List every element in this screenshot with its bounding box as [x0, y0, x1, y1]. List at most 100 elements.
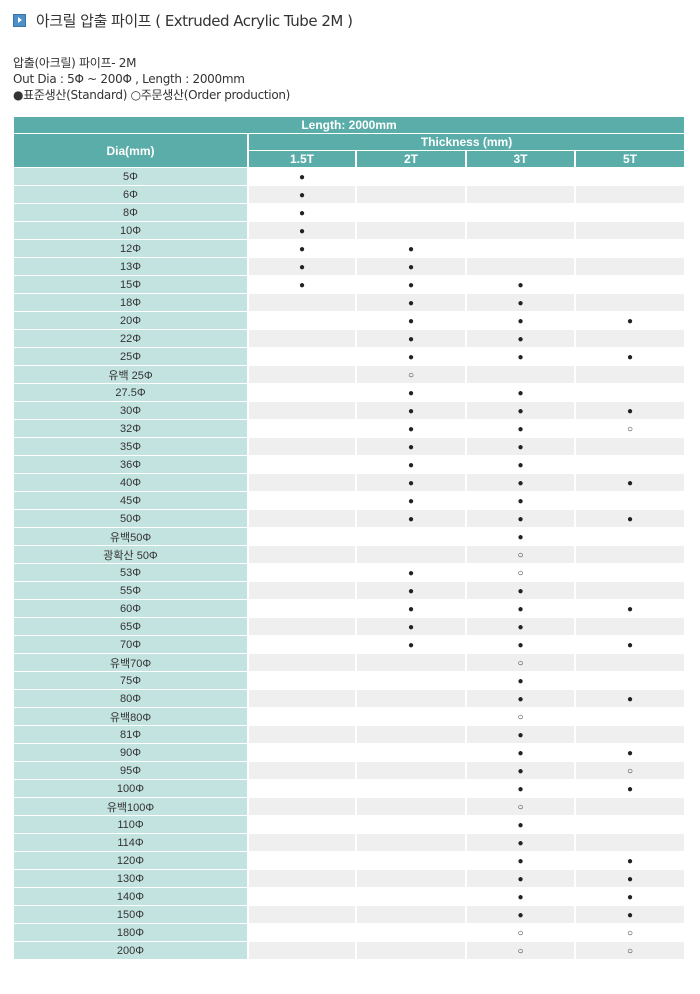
desc-line-2: Out Dia : 5Φ ~ 200Φ , Length : 2000mm: [13, 72, 245, 86]
availability-mark: ●: [517, 855, 524, 867]
availability-mark: ●: [517, 837, 524, 849]
availability-cell: ●: [467, 294, 574, 311]
availability-cell: ●: [249, 240, 355, 257]
availability-mark: ●: [626, 315, 634, 327]
table-row: 100Φ ● ●: [14, 780, 685, 797]
dia-cell: 200Φ: [14, 942, 247, 959]
dia-cell: 60Φ: [14, 600, 247, 617]
availability-cell: ●: [357, 384, 465, 401]
availability-cell: ●: [467, 582, 574, 599]
availability-cell: [249, 942, 355, 959]
availability-cell: ●: [467, 618, 574, 635]
availability-cell: [249, 744, 355, 761]
availability-mark: ●: [517, 747, 524, 759]
availability-mark: ●: [626, 477, 634, 489]
availability-cell: [249, 564, 355, 581]
availability-mark: ●: [517, 909, 524, 921]
table-row: 70Φ ● ● ●: [14, 636, 685, 653]
availability-cell: ○: [467, 798, 574, 815]
table-row: 150Φ ● ●: [14, 906, 685, 923]
availability-cell: ●: [357, 240, 465, 257]
spec-table: Length: 2000mm Dia(mm) Thickness (mm) 1.…: [12, 116, 686, 960]
availability-cell: [249, 600, 355, 617]
dia-cell: 95Φ: [14, 762, 247, 779]
availability-cell: [467, 258, 574, 275]
availability-cell: [576, 258, 685, 275]
dia-cell: 30Φ: [14, 402, 247, 419]
availability-mark: ●: [407, 279, 415, 291]
availability-cell: [576, 438, 685, 455]
availability-cell: [357, 690, 465, 707]
availability-mark: ●: [517, 675, 524, 687]
availability-cell: ●: [357, 492, 465, 509]
availability-cell: ○: [467, 708, 574, 725]
availability-cell: ●: [357, 438, 465, 455]
dia-cell: 80Φ: [14, 690, 247, 707]
availability-cell: [576, 384, 685, 401]
availability-cell: [576, 186, 685, 203]
availability-cell: ●: [467, 744, 574, 761]
availability-mark: ●: [517, 783, 524, 795]
dia-cell: 120Φ: [14, 852, 247, 869]
availability-cell: [467, 168, 574, 185]
availability-cell: ○: [467, 564, 574, 581]
availability-mark: ○: [407, 369, 415, 381]
table-row: 200Φ ○ ○: [14, 942, 685, 959]
availability-cell: [357, 726, 465, 743]
availability-mark: ●: [626, 351, 634, 363]
table-row: 50Φ ● ● ●: [14, 510, 685, 527]
table-row: 8Φ ●: [14, 204, 685, 221]
availability-cell: ●: [357, 330, 465, 347]
page-title: 아크릴 압출 파이프 ( Extruded Acrylic Tube 2M ): [13, 10, 353, 31]
availability-mark: ●: [626, 747, 634, 759]
table-row: 40Φ ● ● ●: [14, 474, 685, 491]
availability-cell: ●: [357, 636, 465, 653]
col-header-2t: 2T: [357, 151, 465, 167]
availability-cell: ●: [467, 510, 574, 527]
availability-cell: ●: [467, 438, 574, 455]
availability-mark: ●: [298, 189, 306, 201]
availability-cell: ●: [467, 906, 574, 923]
table-row: 130Φ ● ●: [14, 870, 685, 887]
dia-cell: 27.5Φ: [14, 384, 247, 401]
availability-mark: ●: [517, 351, 524, 363]
availability-cell: ○: [576, 942, 685, 959]
dia-cell: 25Φ: [14, 348, 247, 365]
availability-cell: [576, 708, 685, 725]
dia-cell: 13Φ: [14, 258, 247, 275]
table-row: 55Φ ● ●: [14, 582, 685, 599]
availability-cell: ●: [357, 618, 465, 635]
availability-cell: [467, 222, 574, 239]
availability-cell: ●: [467, 870, 574, 887]
availability-mark: ●: [517, 405, 524, 417]
availability-mark: ●: [407, 333, 415, 345]
availability-cell: [357, 528, 465, 545]
table-row: 90Φ ● ●: [14, 744, 685, 761]
table-row: 22Φ ● ●: [14, 330, 685, 347]
availability-mark: ●: [517, 819, 524, 831]
dia-cell: 36Φ: [14, 456, 247, 473]
availability-mark: ●: [298, 171, 306, 183]
availability-cell: [576, 456, 685, 473]
table-row: 27.5Φ ● ●: [14, 384, 685, 401]
table-row: 20Φ ● ● ●: [14, 312, 685, 329]
availability-mark: ●: [407, 513, 415, 525]
availability-mark: ●: [517, 297, 524, 309]
availability-cell: [249, 708, 355, 725]
table-row: 180Φ ○ ○: [14, 924, 685, 941]
availability-cell: ●: [467, 816, 574, 833]
dia-cell: 55Φ: [14, 582, 247, 599]
availability-cell: [249, 654, 355, 671]
availability-cell: [357, 942, 465, 959]
availability-mark: ●: [626, 891, 634, 903]
dia-cell: 75Φ: [14, 672, 247, 689]
availability-mark: ●: [517, 873, 524, 885]
availability-cell: [357, 222, 465, 239]
dia-cell: 12Φ: [14, 240, 247, 257]
availability-mark: ●: [517, 891, 524, 903]
dia-cell: 53Φ: [14, 564, 247, 581]
dia-cell: 65Φ: [14, 618, 247, 635]
availability-mark: ●: [626, 909, 634, 921]
table-row: 75Φ ●: [14, 672, 685, 689]
availability-cell: [576, 366, 685, 383]
